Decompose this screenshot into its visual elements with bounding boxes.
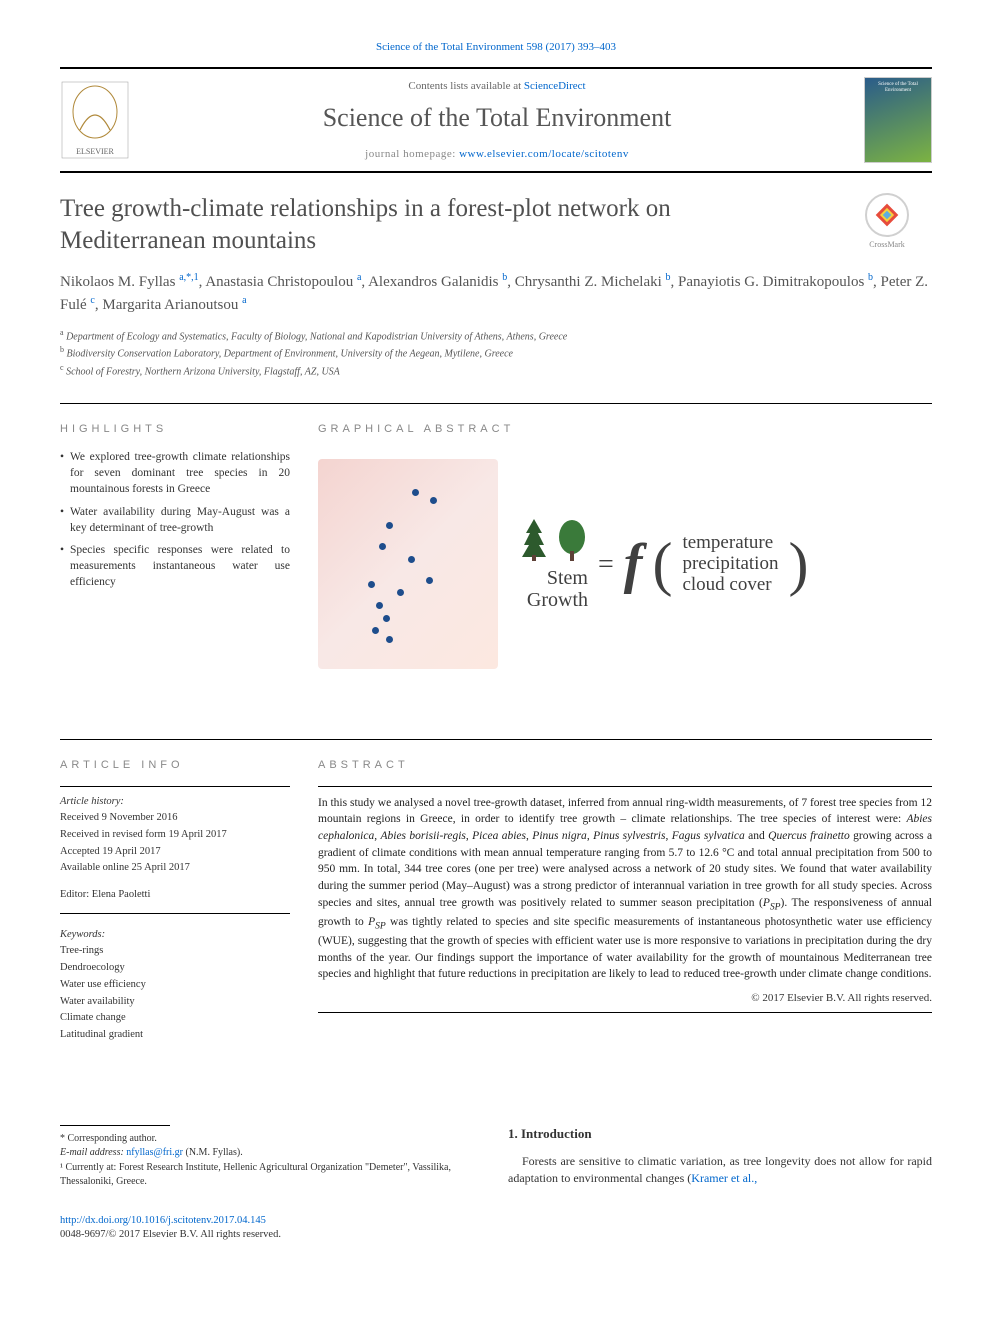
footnote-1: ¹ Currently at: Forest Research Institut… [60,1161,480,1190]
divider-line [60,403,932,404]
map-dot [368,581,375,588]
footnote-rule [60,1125,170,1126]
left-paren: ( [652,543,672,585]
article-title: Tree growth-climate relationships in a f… [60,193,822,256]
journal-homepage-line: journal homepage: www.elsevier.com/locat… [150,147,844,162]
formula-variable: temperature [682,533,778,554]
author-list: Nikolaos M. Fyllas a,*,1, Anastasia Chri… [60,270,932,317]
article-info-block: Article history: Received 9 November 201… [60,795,290,1043]
history-item: Received in revised form 19 April 2017 [60,828,290,843]
map-dot [386,522,393,529]
divider-line [60,913,290,914]
doi-link[interactable]: http://dx.doi.org/10.1016/j.scitotenv.20… [60,1215,266,1226]
divider-line [60,786,290,787]
affiliation-item: b Biodiversity Conservation Laboratory, … [60,344,932,361]
contents-lists-line: Contents lists available at ScienceDirec… [150,79,844,94]
sciencedirect-link[interactable]: ScienceDirect [524,80,586,92]
affiliation-item: c School of Forestry, Northern Arizona U… [60,362,932,379]
doi-block: http://dx.doi.org/10.1016/j.scitotenv.20… [60,1214,932,1243]
tree-icons [518,517,588,561]
corresponding-author-note: * Corresponding author. [60,1132,480,1147]
author-email-link[interactable]: nfyllas@fri.gr [126,1147,183,1158]
map-dot [430,497,437,504]
graphical-abstract: Stem Growth = f ( temperatureprecipitati… [318,449,932,679]
map-dot [426,577,433,584]
abstract-text: In this study we analysed a novel tree-g… [318,795,932,983]
footnotes: * Corresponding author. E-mail address: … [60,1132,480,1190]
function-f: f [624,542,643,587]
highlight-item: We explored tree-growth climate relation… [60,449,290,497]
keyword-item: Dendroecology [60,961,290,976]
email-line: E-mail address: nfyllas@fri.gr (N.M. Fyl… [60,1146,480,1161]
introduction-heading: 1. Introduction [508,1125,932,1143]
history-item: Received 9 November 2016 [60,811,290,826]
right-paren: ) [788,543,808,585]
crossmark-icon [865,193,909,237]
keywords-title: Keywords: [60,928,290,943]
map-dot [386,636,393,643]
highlight-item: Species specific responses were related … [60,542,290,590]
equals-sign: = [598,545,614,584]
formula-variables: temperatureprecipitationcloud cover [682,533,778,596]
graphical-abstract-heading: GRAPHICAL ABSTRACT [318,422,932,437]
elsevier-logo: ELSEVIER [60,80,130,160]
keyword-item: Latitudinal gradient [60,1028,290,1043]
article-history-title: Article history: [60,795,290,810]
map-dot [412,489,419,496]
journal-reference: Science of the Total Environment 598 (20… [60,40,932,55]
formula-variable: cloud cover [682,575,778,596]
keyword-item: Climate change [60,1011,290,1026]
highlight-item: Water availability during May-August was… [60,504,290,536]
article-info-heading: ARTICLE INFO [60,758,290,773]
citation-link[interactable]: Kramer et al., [691,1171,757,1185]
map-dot [397,589,404,596]
map-dot [376,602,383,609]
map-dot [372,627,379,634]
journal-cover-thumbnail: Science of the Total Environment [864,77,932,163]
svg-text:ELSEVIER: ELSEVIER [76,147,114,156]
abstract-heading: ABSTRACT [318,758,932,773]
introduction-text: Forests are sensitive to climatic variat… [508,1153,932,1187]
journal-name: Science of the Total Environment [150,100,844,136]
editor-line: Editor: Elena Paoletti [60,888,290,903]
keyword-item: Tree-rings [60,944,290,959]
map-dot [379,543,386,550]
divider-line [318,1012,932,1013]
graphical-abstract-formula: Stem Growth = f ( temperatureprecipitati… [518,517,808,611]
divider-line [318,786,932,787]
crossmark-label: CrossMark [842,239,932,250]
formula-variable: precipitation [682,554,778,575]
abstract-copyright: © 2017 Elsevier B.V. All rights reserved… [318,991,932,1006]
issn-copyright: 0048-9697/© 2017 Elsevier B.V. All right… [60,1228,932,1243]
map-dot [383,615,390,622]
crossmark-badge[interactable]: CrossMark [842,193,932,256]
history-item: Accepted 19 April 2017 [60,845,290,860]
keyword-item: Water availability [60,995,290,1010]
journal-header: ELSEVIER Contents lists available at Sci… [60,67,932,173]
journal-homepage-link[interactable]: www.elsevier.com/locate/scitotenv [459,148,629,160]
divider-line [60,739,932,740]
affiliation-list: a Department of Ecology and Systematics,… [60,327,932,379]
highlights-list: We explored tree-growth climate relation… [60,449,290,590]
map-dot [408,556,415,563]
highlights-heading: HIGHLIGHTS [60,422,290,437]
history-item: Available online 25 April 2017 [60,861,290,876]
graphical-abstract-map [318,459,498,669]
affiliation-item: a Department of Ecology and Systematics,… [60,327,932,344]
keyword-item: Water use efficiency [60,978,290,993]
